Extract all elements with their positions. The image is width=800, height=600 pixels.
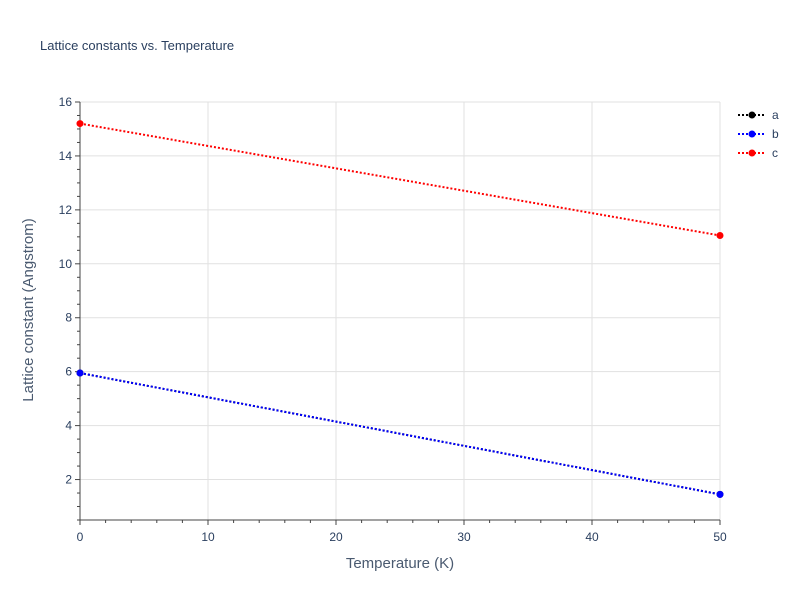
chart-title: Lattice constants vs. Temperature <box>40 38 234 53</box>
data-point-b <box>716 490 724 498</box>
series-line-c <box>79 122 721 237</box>
y-tick-label: 4 <box>65 419 72 433</box>
series-line-b <box>79 372 721 496</box>
x-tick-label: 10 <box>201 530 215 544</box>
legend-item-a[interactable]: a <box>738 108 779 122</box>
legend-item-b[interactable]: b <box>738 127 779 141</box>
y-tick-label: 16 <box>59 95 73 109</box>
y-tick-label: 8 <box>65 311 72 325</box>
legend: abc <box>738 108 779 160</box>
legend-swatch-marker <box>748 111 756 119</box>
y-tick-label: 6 <box>65 365 72 379</box>
x-tick-label: 40 <box>585 530 599 544</box>
legend-item-c[interactable]: c <box>738 146 778 160</box>
data-point-c <box>76 120 84 128</box>
legend-swatch-marker <box>748 149 756 157</box>
data-point-b <box>76 369 84 377</box>
y-tick-label: 10 <box>59 257 73 271</box>
y-tick-label: 14 <box>59 149 73 163</box>
y-tick-label: 12 <box>59 203 73 217</box>
legend-label: b <box>772 127 779 141</box>
x-tick-label: 50 <box>713 530 727 544</box>
x-tick-label: 0 <box>77 530 84 544</box>
x-tick-label: 30 <box>457 530 471 544</box>
data-point-c <box>716 231 724 239</box>
legend-label: c <box>772 146 778 160</box>
plot-area: 0 10 20 30 40 50 2 4 6 8 10 12 14 16 <box>59 95 727 544</box>
y-tick-label: 2 <box>65 473 72 487</box>
y-axis-title: Lattice constant (Angstrom) <box>20 218 37 401</box>
legend-swatch-marker <box>748 130 756 138</box>
x-tick-label: 20 <box>329 530 343 544</box>
legend-label: a <box>772 108 779 122</box>
x-axis-title: Temperature (K) <box>346 555 454 572</box>
